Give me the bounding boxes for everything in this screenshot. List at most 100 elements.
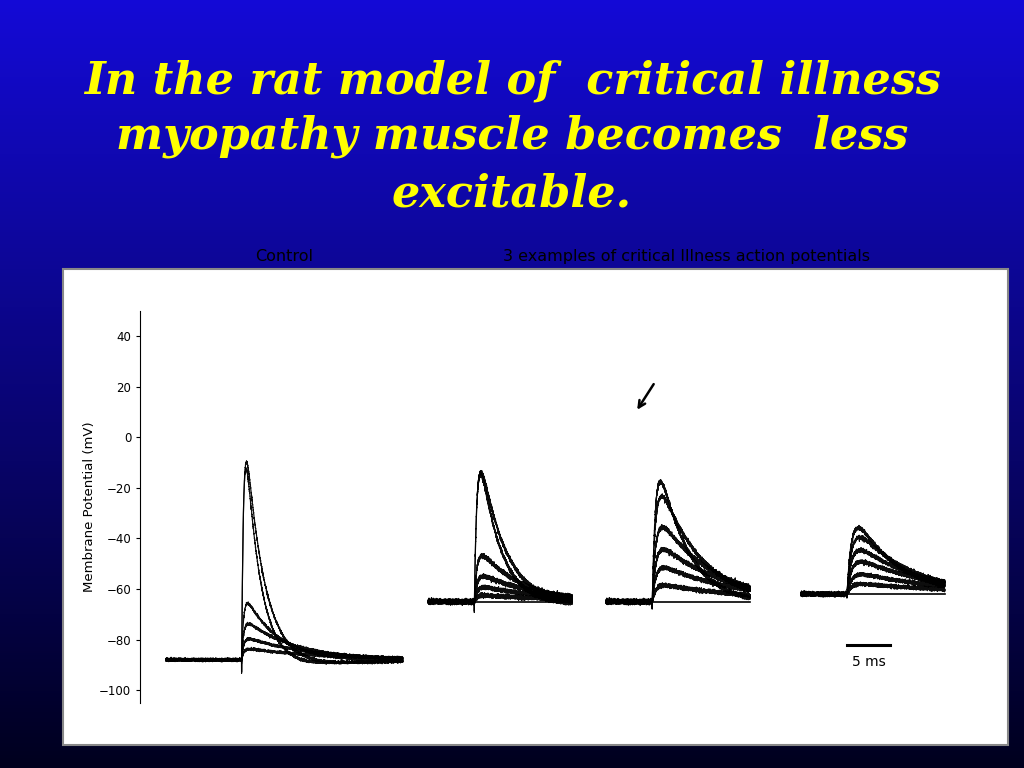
Bar [0, 576, 1024, 578]
Bar [0, 411, 1024, 413]
Bar [0, 421, 1024, 422]
Bar [0, 35, 1024, 37]
Bar [0, 723, 1024, 726]
Bar [0, 280, 1024, 283]
Bar [0, 452, 1024, 453]
Bar [0, 81, 1024, 83]
Bar [0, 637, 1024, 639]
Bar [0, 518, 1024, 521]
Bar [0, 495, 1024, 498]
Bar [0, 541, 1024, 544]
Bar [0, 511, 1024, 513]
Bar [0, 221, 1024, 223]
Bar [0, 369, 1024, 371]
Bar [0, 323, 1024, 325]
Bar [0, 238, 1024, 240]
Bar [0, 315, 1024, 316]
Bar [0, 75, 1024, 77]
Bar [0, 275, 1024, 276]
Bar [0, 745, 1024, 746]
Bar [0, 117, 1024, 119]
Bar [0, 741, 1024, 743]
Bar [0, 759, 1024, 760]
Bar [0, 436, 1024, 438]
Bar [0, 536, 1024, 538]
Bar [0, 375, 1024, 376]
Bar [0, 678, 1024, 680]
Bar [0, 470, 1024, 472]
Y-axis label: Membrane Potential (mV): Membrane Potential (mV) [83, 422, 96, 592]
Bar [0, 131, 1024, 133]
Bar [0, 349, 1024, 352]
Bar [0, 462, 1024, 465]
Bar [0, 503, 1024, 505]
Bar [0, 160, 1024, 161]
Bar [0, 69, 1024, 71]
Bar [0, 305, 1024, 307]
Bar [0, 313, 1024, 315]
Bar [0, 79, 1024, 81]
Bar [0, 329, 1024, 330]
Bar [0, 422, 1024, 424]
Text: 5 ms: 5 ms [852, 654, 886, 669]
Bar [0, 352, 1024, 353]
Bar [0, 593, 1024, 595]
Bar [0, 111, 1024, 113]
Bar [0, 616, 1024, 618]
Bar [0, 690, 1024, 691]
Bar [0, 499, 1024, 502]
Bar [0, 684, 1024, 685]
Bar [0, 578, 1024, 580]
Bar [0, 753, 1024, 754]
Bar [0, 100, 1024, 102]
Bar [0, 326, 1024, 329]
Bar [0, 6, 1024, 8]
Bar [0, 137, 1024, 138]
Bar [0, 113, 1024, 115]
Bar [0, 382, 1024, 384]
Bar [0, 42, 1024, 44]
Bar [0, 365, 1024, 367]
Bar [0, 526, 1024, 528]
Bar [0, 134, 1024, 137]
Bar [0, 177, 1024, 179]
Bar [0, 631, 1024, 634]
Bar [0, 61, 1024, 64]
Bar [0, 27, 1024, 28]
Bar [0, 265, 1024, 267]
Bar [0, 52, 1024, 54]
Bar [0, 194, 1024, 196]
Bar [0, 25, 1024, 27]
Bar [0, 242, 1024, 244]
Bar [0, 402, 1024, 403]
Bar [0, 173, 1024, 175]
Bar [0, 406, 1024, 407]
Bar [0, 561, 1024, 562]
Bar [0, 480, 1024, 482]
Bar [0, 726, 1024, 728]
Bar [0, 644, 1024, 645]
Bar [0, 705, 1024, 707]
Bar [0, 338, 1024, 340]
Bar [0, 386, 1024, 388]
Bar [0, 654, 1024, 657]
Bar [0, 424, 1024, 426]
Bar [0, 50, 1024, 52]
Bar [0, 445, 1024, 447]
Bar [0, 568, 1024, 570]
Bar [0, 731, 1024, 733]
Bar [0, 376, 1024, 379]
Bar [0, 307, 1024, 310]
Bar [0, 183, 1024, 184]
Bar [0, 32, 1024, 35]
Bar [0, 4, 1024, 6]
Bar [0, 693, 1024, 695]
Bar [0, 92, 1024, 94]
Bar [0, 217, 1024, 219]
Bar [0, 155, 1024, 157]
Bar [0, 384, 1024, 386]
Bar [0, 513, 1024, 515]
Bar [0, 766, 1024, 768]
Bar [0, 325, 1024, 326]
Bar [0, 720, 1024, 722]
